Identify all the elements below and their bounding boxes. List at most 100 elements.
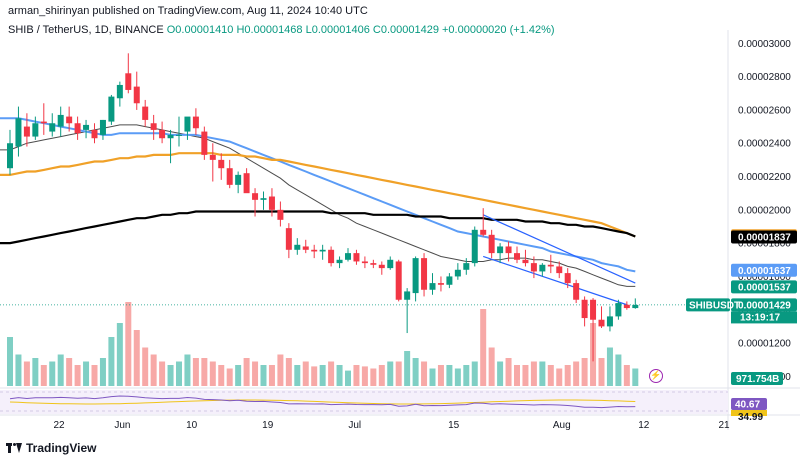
volume-bar xyxy=(302,361,309,386)
volume-bar xyxy=(285,358,292,386)
trendline xyxy=(482,214,636,284)
candle-body xyxy=(311,249,318,252)
rsi-signal-line xyxy=(9,399,636,405)
tradingview-brand-text: TradingView xyxy=(26,441,97,455)
volume-bar xyxy=(74,365,81,386)
candle-body xyxy=(539,264,546,272)
rsi-tag-label: 40.67 xyxy=(735,400,760,411)
candle-body xyxy=(167,134,174,139)
volume-bar xyxy=(142,347,149,386)
volume-bar xyxy=(522,365,529,386)
volume-bar xyxy=(514,365,520,386)
volume-bar xyxy=(209,361,216,386)
y-tick-label: 0.00001600 xyxy=(738,272,791,283)
candle-body xyxy=(488,234,495,254)
volume-bar xyxy=(606,347,613,386)
candle-body xyxy=(463,263,470,270)
candle-body xyxy=(142,106,149,120)
volume-bar xyxy=(150,354,157,386)
volume-bar xyxy=(454,368,461,386)
volume-bar xyxy=(99,358,106,386)
x-tick-label: Jun xyxy=(114,420,130,431)
candle-body xyxy=(209,154,216,160)
price-tag-label: 0.00001537 xyxy=(738,282,791,293)
volume-tag-label: 971.754B xyxy=(736,374,779,385)
y-tick-label: 0.00002400 xyxy=(738,139,791,150)
candle-body xyxy=(23,126,30,137)
volume-bar xyxy=(488,347,495,386)
volume-bar xyxy=(412,358,419,386)
candle-body xyxy=(176,134,182,136)
candle-body xyxy=(277,209,284,220)
candle-body xyxy=(133,86,140,104)
tradingview-logo[interactable]: TradingView xyxy=(6,441,96,455)
x-tick-label: 15 xyxy=(448,420,460,431)
volume-bar xyxy=(361,366,368,386)
volume-bar xyxy=(581,358,588,386)
price-tag-label: 0.00001637 xyxy=(738,266,791,277)
rsi-signal-tag-label: 34.99 xyxy=(738,412,763,423)
volume-bar xyxy=(353,365,360,386)
candle-body xyxy=(74,123,81,134)
lightning-icon[interactable]: ⚡ xyxy=(649,369,663,383)
volume-bar xyxy=(260,365,267,386)
volume-bar xyxy=(91,365,98,386)
candle-body xyxy=(49,123,56,132)
candle-body xyxy=(480,229,487,235)
candle-body xyxy=(91,129,98,139)
symbol-title: SHIB / TetherUS, 1D, BINANCE xyxy=(8,24,164,36)
candle-body xyxy=(514,253,520,260)
candle-body xyxy=(471,229,478,264)
volume-bar xyxy=(598,358,605,386)
ohlc-values: O0.00001410 H0.00001468 L0.00001406 C0.0… xyxy=(166,24,555,36)
price-tag xyxy=(731,263,797,277)
moving-average-line xyxy=(0,152,636,238)
candle-body xyxy=(268,196,275,210)
candle-body xyxy=(370,263,377,265)
volume-bar xyxy=(437,365,444,386)
x-tick-label: 10 xyxy=(186,420,198,431)
candle-body xyxy=(395,261,402,300)
rsi-band xyxy=(0,390,728,414)
volume-bar xyxy=(387,361,394,386)
moving-average-line xyxy=(0,124,636,287)
volume-bar xyxy=(108,337,115,386)
candle-body xyxy=(564,273,571,284)
candle-body xyxy=(378,264,385,269)
volume-bar xyxy=(328,361,335,386)
candle-body xyxy=(353,253,360,262)
volume-bar xyxy=(159,361,166,386)
candle-body xyxy=(404,291,411,300)
y-tick-label: 0.00001200 xyxy=(738,339,791,350)
symbol-legend: SHIB / TetherUS, 1D, BINANCE O0.00001410… xyxy=(8,24,555,36)
volume-bar xyxy=(370,368,377,386)
candle-body xyxy=(159,129,166,139)
candle-body xyxy=(285,228,292,250)
volume-bar xyxy=(49,361,56,386)
symbol-tag xyxy=(686,298,730,312)
volume-bar xyxy=(480,309,487,386)
volume-bar xyxy=(623,365,630,386)
rsi-line xyxy=(9,395,636,409)
y-tick-label: 0.00003000 xyxy=(738,39,791,50)
volume-bar xyxy=(7,337,13,386)
candle-body xyxy=(623,304,630,309)
volume-bar xyxy=(32,358,39,386)
candle-body xyxy=(590,299,597,320)
volume-bar xyxy=(505,358,512,386)
volume-bar xyxy=(218,365,225,386)
countdown-label: 13:19:17 xyxy=(740,312,780,323)
candle-body xyxy=(201,131,208,155)
candle-body xyxy=(150,123,157,130)
volume-bar xyxy=(133,330,140,386)
candle-body xyxy=(7,143,13,169)
candle-body xyxy=(260,198,267,200)
candle-body xyxy=(184,116,191,132)
candle-body xyxy=(32,123,39,137)
volume-bar xyxy=(632,368,639,386)
candle-body xyxy=(598,319,605,327)
volume-tag xyxy=(731,372,783,385)
volume-bar xyxy=(294,365,301,386)
volume-bar xyxy=(201,358,208,386)
